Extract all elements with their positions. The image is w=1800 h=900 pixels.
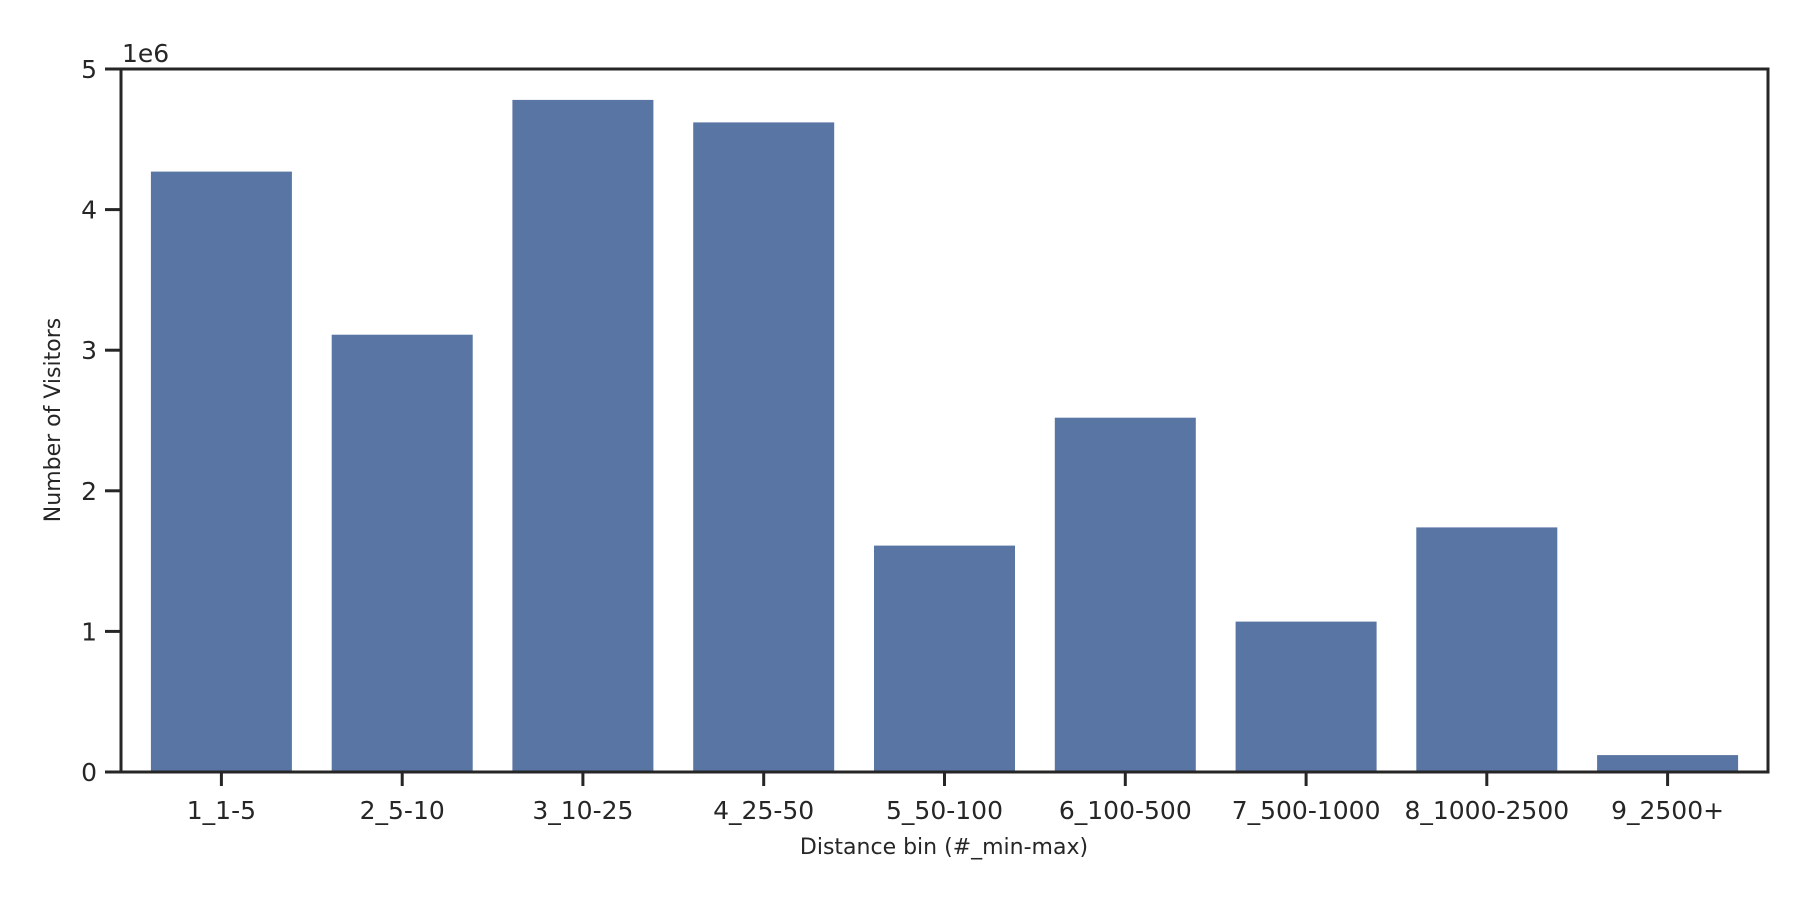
y-axis-label: Number of Visitors bbox=[41, 318, 66, 522]
y-tick-label: 5 bbox=[81, 55, 97, 84]
bar-1_1-5 bbox=[150, 171, 292, 773]
bar-5_50-100 bbox=[874, 545, 1015, 772]
x-tick-label: 4_25-50 bbox=[713, 796, 814, 825]
bar-7_500-1000 bbox=[1235, 621, 1377, 772]
y-tick-label: 2 bbox=[81, 477, 97, 506]
y-tick-label: 4 bbox=[81, 196, 97, 225]
x-tick-label: 6_100-500 bbox=[1059, 796, 1192, 825]
x-tick-label: 5_50-100 bbox=[886, 796, 1003, 825]
bar-4_25-50 bbox=[693, 122, 835, 772]
x-axis-label: Distance bin (#_min-max) bbox=[800, 835, 1088, 860]
x-tick-label: 1_1-5 bbox=[187, 796, 256, 825]
bars-group bbox=[150, 99, 1739, 773]
x-tick-label: 8_1000-2500 bbox=[1404, 796, 1569, 825]
x-tick-label: 2_5-10 bbox=[360, 796, 445, 825]
x-tick-label: 9_2500+ bbox=[1611, 796, 1724, 825]
bar-6_100-500 bbox=[1054, 417, 1196, 772]
x-axis: 1_1-5 2_5-10 3_10-25 4_25-50 5_50-100 6_100-5… bbox=[187, 772, 1724, 825]
y-offset-label: 1e6 bbox=[122, 39, 169, 68]
y-tick-label: 3 bbox=[81, 336, 97, 365]
bar-9_2500+ bbox=[1597, 755, 1739, 772]
bar-2_5-10 bbox=[331, 334, 473, 772]
bar-8_1000-2500 bbox=[1416, 527, 1558, 772]
y-axis: 0 1 2 3 4 5 bbox=[81, 55, 121, 787]
x-tick-label: 7_500-1000 bbox=[1232, 796, 1381, 825]
y-tick-label: 0 bbox=[81, 758, 97, 787]
y-tick-label: 1 bbox=[81, 617, 97, 646]
bar-3_10-25 bbox=[512, 99, 654, 772]
x-tick-label: 3_10-25 bbox=[532, 796, 633, 825]
